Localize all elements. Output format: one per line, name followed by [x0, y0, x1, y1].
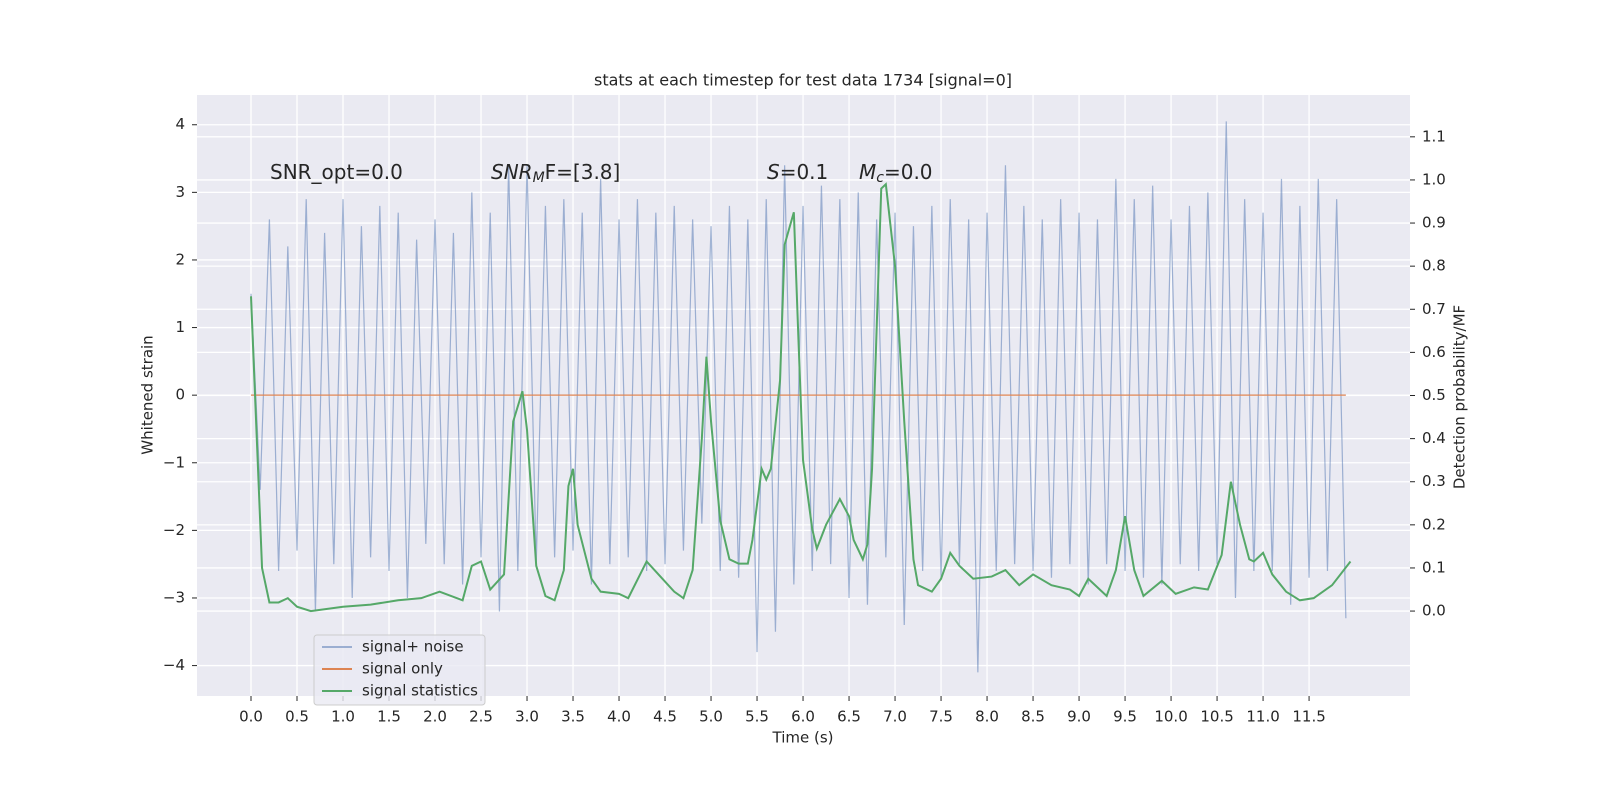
x-tick-label: 5.5: [745, 708, 769, 726]
x-axis-title: Time (s): [772, 729, 834, 747]
y2-tick-label: 0.8: [1422, 257, 1446, 275]
x-tick-label: 9.0: [1067, 708, 1091, 726]
x-tick-label: 10.5: [1200, 708, 1233, 726]
y2-tick-label: 1.0: [1422, 170, 1446, 188]
annotation: Mc=0.0: [859, 160, 933, 187]
y2-tick-label: 0.0: [1422, 602, 1446, 620]
x-tick-label: 4.5: [653, 708, 677, 726]
y-tick-label: −4: [163, 656, 185, 674]
x-tick-label: 8.5: [1021, 708, 1045, 726]
y2-tick-label: 0.5: [1422, 386, 1446, 404]
annotation-text: M: [859, 160, 876, 184]
y2-axis-title: Detection probability/MF: [1451, 305, 1469, 489]
y-tick-label: 3: [175, 183, 185, 201]
x-tick-label: 6.5: [837, 708, 861, 726]
x-tick-label: 3.5: [561, 708, 585, 726]
annotation-text: SNR_opt=0.0: [270, 160, 403, 184]
y2-tick-label: 1.1: [1422, 127, 1446, 145]
y-tick-label: −3: [163, 588, 185, 606]
x-tick-label: 11.0: [1246, 708, 1279, 726]
y2-tick-label: 0.7: [1422, 300, 1446, 318]
x-tick-label: 1.0: [331, 708, 355, 726]
annotation-text: SNR: [491, 160, 533, 184]
annotation-tail: F=[3.8]: [545, 160, 621, 184]
x-tick-label: 2.0: [423, 708, 447, 726]
annotation-sub: c: [876, 170, 884, 186]
x-tick-label: 6.0: [791, 708, 815, 726]
x-tick-label: 4.0: [607, 708, 631, 726]
legend-label: signal+ noise: [362, 638, 464, 656]
series-line: [250, 182, 1352, 613]
y-tick-label: 4: [175, 115, 185, 133]
annotation: SNRMF=[3.8]: [491, 160, 620, 187]
y2-tick-label: 0.6: [1422, 343, 1446, 361]
x-tick-label: 3.0: [515, 708, 539, 726]
x-tick-label: 8.0: [975, 708, 999, 726]
y2-tick-label: 0.4: [1422, 429, 1446, 447]
y2-tick-label: 0.1: [1422, 558, 1446, 576]
y-axis-title: Whitened strain: [139, 335, 157, 454]
x-tick-label: 0.0: [239, 708, 263, 726]
x-tick-label: 9.5: [1113, 708, 1137, 726]
x-tick-label: 7.5: [929, 708, 953, 726]
y-tick-label: −1: [163, 453, 185, 471]
legend-label: signal only: [362, 660, 443, 678]
x-tick-label: 0.5: [285, 708, 309, 726]
y-tick-label: −2: [163, 521, 185, 539]
y2-tick-label: 0.9: [1422, 214, 1446, 232]
annotation-tail: =0.1: [780, 160, 829, 184]
annotation: S=0.1: [767, 160, 828, 184]
annotation-tail: =0.0: [884, 160, 933, 184]
x-tick-label: 10.0: [1154, 708, 1187, 726]
labels: 0.0 0.5 1.0 1.5 2.0 2.5 3.0 3.5 4.0 4.5 5.0 5.5 6.0 6…: [163, 115, 1446, 725]
annotation-text: S: [767, 160, 780, 184]
y-tick-label: 0: [175, 386, 185, 404]
legend-label: signal statistics: [362, 682, 478, 700]
x-tick-label: 5.0: [699, 708, 723, 726]
y-tick-label: 2: [175, 250, 185, 268]
legend-box: [313, 634, 486, 706]
annotation-sub: M: [533, 170, 545, 186]
x-tick-label: 11.5: [1292, 708, 1325, 726]
y2-tick-label: 0.3: [1422, 472, 1446, 490]
x-tick-label: 7.0: [883, 708, 907, 726]
y-tick-label: 1: [175, 318, 185, 336]
annotation: SNR_opt=0.0: [270, 160, 403, 184]
marks: [250, 121, 1352, 673]
chart-title: stats at each timestep for test data 173…: [594, 71, 1012, 90]
x-tick-label: 2.5: [469, 708, 493, 726]
x-tick-label: 1.5: [377, 708, 401, 726]
y2-tick-label: 0.2: [1422, 515, 1446, 533]
